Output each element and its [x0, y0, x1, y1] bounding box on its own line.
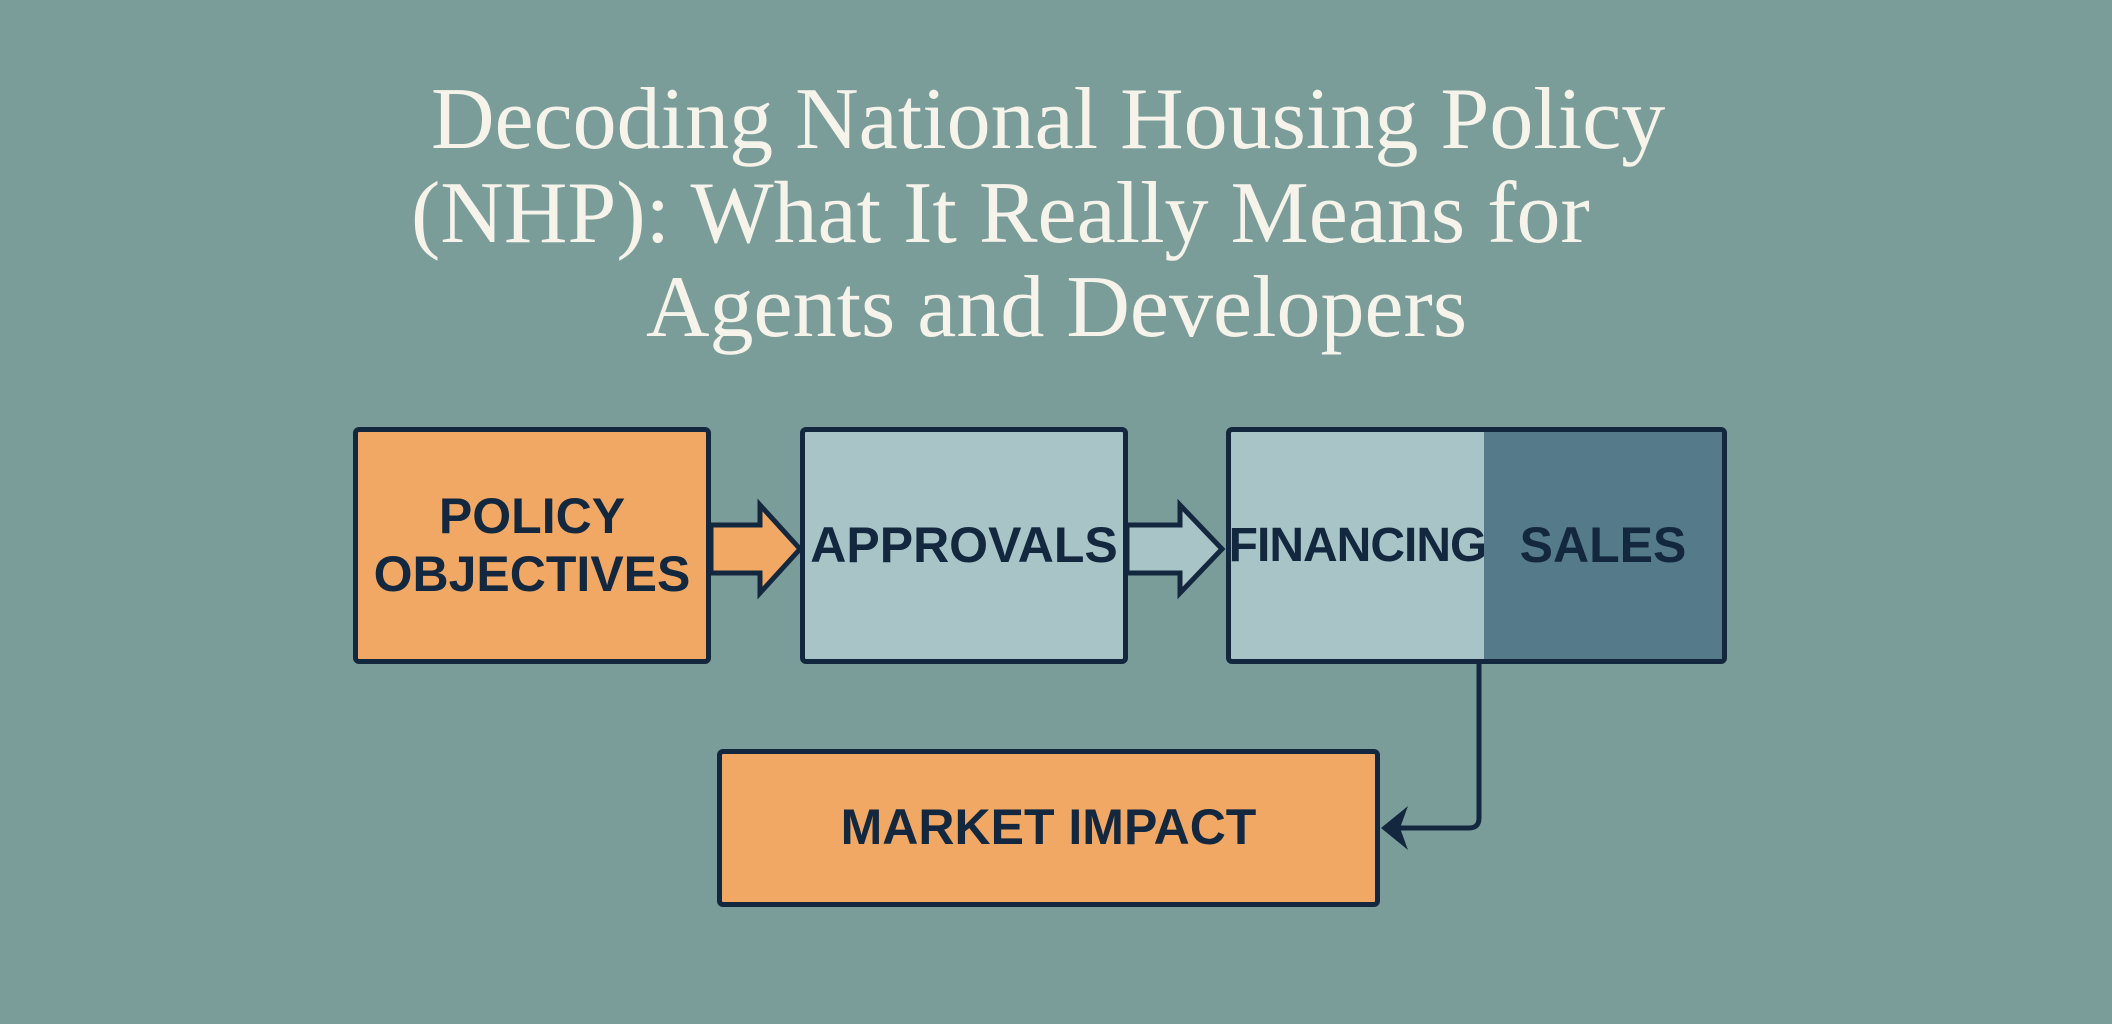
title-line-1: Decoding National Housing Policy [431, 71, 1666, 168]
title-line-3: Agents and Developers [646, 259, 1468, 356]
node-label-line: OBJECTIVES [373, 545, 691, 602]
arrow-policy-to-approvals [708, 498, 804, 600]
arrowhead-market-impact [1381, 806, 1408, 850]
node-approvals: APPROVALS [800, 427, 1128, 664]
node-financing: FINANCING [1228, 432, 1487, 659]
node-label: FINANCING [1228, 518, 1487, 572]
node-policy-objectives: POLICY OBJECTIVES [353, 427, 711, 664]
connector-sales-to-market-impact [1395, 663, 1482, 831]
node-financing-sales: FINANCING SALES [1226, 427, 1727, 664]
node-sales: SALES [1484, 432, 1722, 659]
node-market-impact: MARKET IMPACT [717, 749, 1380, 907]
title-line-2: (NHP): What It Really Means for [411, 165, 1590, 262]
node-label: APPROVALS [810, 516, 1118, 573]
arrow-approvals-to-financing [1124, 498, 1226, 600]
node-label: MARKET IMPACT [840, 799, 1257, 856]
node-label-line: POLICY [438, 488, 626, 544]
node-label: SALES [1519, 516, 1687, 573]
